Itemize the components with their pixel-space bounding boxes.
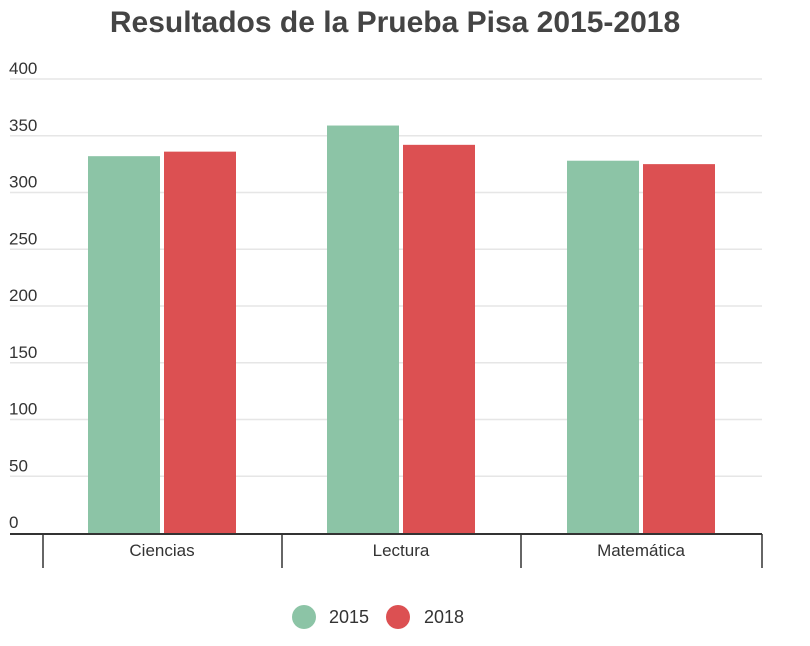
y-tick-label: 250: [9, 229, 37, 248]
y-tick-label: 150: [9, 343, 37, 362]
bar-2015-ciencias: [88, 156, 160, 533]
bar-2018-ciencias: [164, 151, 236, 533]
y-tick-label: 0: [9, 513, 18, 532]
legend-swatch-2015: [292, 605, 316, 629]
x-tick-label: Lectura: [373, 541, 430, 560]
y-tick-label: 400: [9, 59, 37, 78]
legend-label: 2018: [424, 607, 464, 627]
y-tick-label: 100: [9, 400, 37, 419]
chart-title: Resultados de la Prueba Pisa 2015-2018: [110, 6, 680, 39]
bar-2018-lectura: [403, 144, 475, 533]
legend-label: 2015: [329, 607, 369, 627]
x-tick-label: Matemática: [597, 541, 685, 560]
bar-2018-matemática: [643, 164, 715, 533]
bar-2015-matemática: [567, 160, 639, 533]
x-axis: Ciencias Lectura Matemática: [10, 533, 763, 568]
bars: [88, 125, 715, 533]
y-tick-label: 300: [9, 173, 37, 192]
y-tick-label: 50: [9, 456, 28, 475]
x-tick-label: Ciencias: [129, 541, 194, 560]
y-tick-label: 350: [9, 116, 37, 135]
bar-2015-lectura: [327, 125, 399, 533]
y-tick-label: 200: [9, 286, 37, 305]
legend-swatch-2018: [386, 605, 410, 629]
legend: 2015 2018: [292, 605, 464, 629]
y-axis-ticks: 0 50 100 150 200 250 300 350 400: [9, 59, 37, 532]
